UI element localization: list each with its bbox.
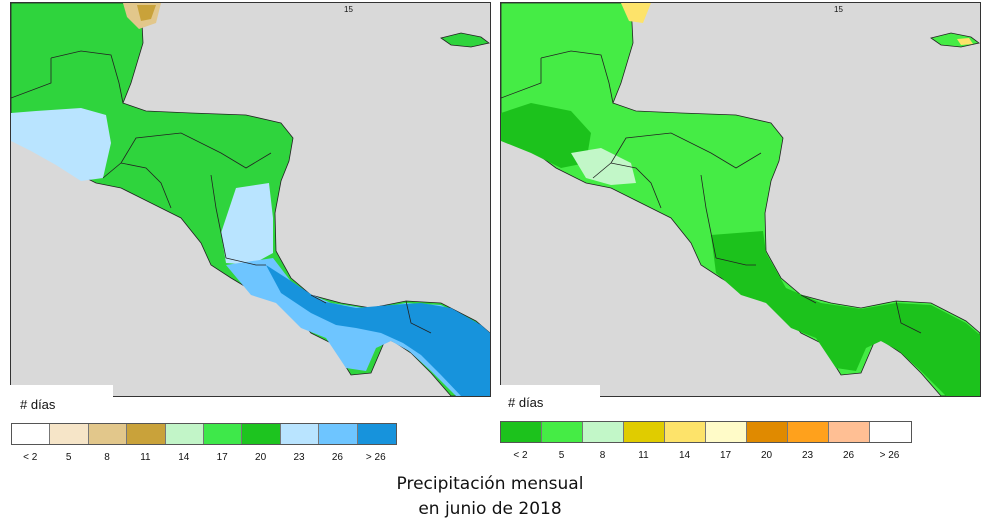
legend-label: 26 (331, 452, 343, 463)
legend-swatch (624, 422, 665, 442)
legend-label: < 2 (513, 450, 528, 461)
island-jamaica-yellow (957, 38, 973, 45)
region-dark-green-west (501, 103, 591, 168)
latitude-tick: 15 (834, 5, 843, 14)
legend-swatch (706, 422, 747, 442)
legend-swatch (280, 424, 320, 444)
legend-label: 11 (140, 452, 151, 463)
legend-swatch (788, 422, 829, 442)
legend-label: 14 (178, 452, 190, 463)
legend-swatch (88, 424, 128, 444)
right-legend-title: # días (508, 395, 544, 410)
left-legend-bar (11, 423, 397, 445)
region-dark-blue-south (266, 265, 490, 396)
caption-line-1: Precipitación mensual (396, 474, 584, 494)
legend-label: > 26 (365, 452, 386, 463)
legend-swatch (665, 422, 706, 442)
legend-label: 17 (216, 452, 228, 463)
legend-swatch (319, 424, 358, 444)
legend-label: 5 (65, 452, 72, 463)
left-map-canvas (11, 3, 490, 396)
right-legend-backing (500, 385, 600, 415)
region-light-blue-west (11, 108, 111, 181)
legend-label: 14 (678, 450, 691, 461)
right-legend-bar (500, 421, 912, 443)
legend-swatch (542, 422, 583, 442)
right-map-canvas (501, 3, 980, 396)
region-yellow-north (621, 3, 651, 23)
legend-label: 11 (638, 450, 649, 461)
caption: Precipitación mensual en junio de 2018 (300, 472, 680, 522)
legend-label: 23 (801, 450, 814, 461)
region-brown-north (137, 5, 156, 21)
legend-swatch (747, 422, 788, 442)
legend-label: 17 (719, 450, 732, 461)
caption-line-2: en junio de 2018 (418, 499, 562, 519)
right-legend-labels: < 2 5 8 11 14 17 20 23 26 > 26 (500, 450, 910, 462)
legend-label: 20 (760, 450, 773, 461)
legend-swatch (242, 424, 281, 444)
island-jamaica (440, 32, 490, 48)
country-borders (501, 50, 922, 334)
legend-label: 8 (104, 452, 110, 463)
country-borders (11, 50, 432, 334)
legend-label: 23 (293, 452, 305, 463)
legend-swatch (12, 424, 51, 444)
region-light-green-central (571, 148, 636, 185)
left-legend-backing (10, 385, 113, 415)
land-base (501, 3, 980, 396)
legend-swatch (165, 424, 204, 444)
right-map: 15 (500, 2, 981, 397)
legend-label: 5 (558, 450, 565, 461)
legend-swatch (501, 422, 542, 442)
legend-swatch (870, 422, 911, 442)
left-map: 15 (10, 2, 491, 397)
left-legend-title: # días (20, 397, 56, 412)
latitude-tick: 15 (344, 5, 353, 14)
left-legend-labels: < 2 5 8 11 14 17 20 23 26 > 26 (11, 452, 395, 464)
legend-label: 20 (255, 452, 267, 463)
legend-swatch (829, 422, 870, 442)
legend-label: < 2 (23, 452, 38, 463)
legend-swatch (50, 424, 89, 444)
island-jamaica (930, 32, 980, 48)
region-light-blue-central (221, 183, 273, 265)
legend-label: 8 (599, 450, 606, 461)
region-dark-green-south (711, 231, 980, 396)
legend-swatch (583, 422, 624, 442)
legend-swatch (203, 424, 243, 444)
legend-swatch (357, 424, 396, 444)
legend-label: > 26 (879, 450, 900, 461)
legend-label: 26 (842, 450, 855, 461)
legend-swatch (127, 424, 166, 444)
